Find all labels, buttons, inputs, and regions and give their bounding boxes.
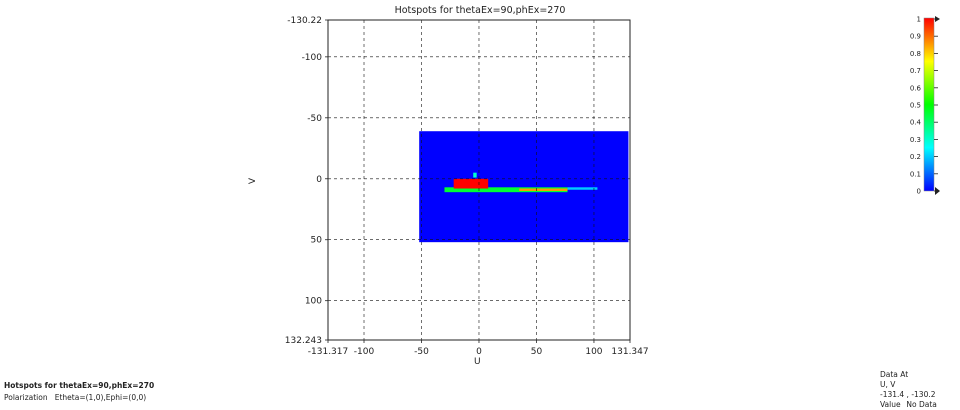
data-at-value-row: Value No Data xyxy=(880,400,960,410)
hotspot-2 xyxy=(453,178,489,189)
polarization-value: Etheta=(1,0),Ephi=(0,0) xyxy=(54,393,147,402)
x-tick-label: -100 xyxy=(354,347,375,357)
data-at-panel: Data At U, V -131.4 , -130.2 Value No Da… xyxy=(880,370,960,410)
hotspot-1 xyxy=(444,187,568,193)
colorbar-tick-label: 0.5 xyxy=(910,102,921,110)
colorbar-min-marker[interactable] xyxy=(935,187,940,195)
colorbar-tick-label: 0.1 xyxy=(910,170,921,178)
x-tick-label: -50 xyxy=(414,347,429,357)
colorbar-tick-label: 0.6 xyxy=(910,84,922,92)
x-tick-label: -131.317 xyxy=(308,347,348,357)
polarization-label: Polarization xyxy=(4,393,48,402)
colorbar-tick-label: 0.3 xyxy=(910,136,921,144)
hotspot-3 xyxy=(473,172,477,178)
uv-value: -131.4 , -130.2 xyxy=(880,390,936,399)
y-tick-label: 100 xyxy=(305,297,322,307)
uv-label: U, V xyxy=(880,380,896,389)
y-tick-label: -130.22 xyxy=(287,16,322,26)
x-tick-label: 0 xyxy=(476,347,482,357)
value-value: No Data xyxy=(906,400,937,409)
colorbar-tick-label: 0.9 xyxy=(910,33,921,41)
data-at-uv-row: U, V -131.4 , -130.2 xyxy=(880,380,960,400)
y-tick-label: 0 xyxy=(316,175,322,185)
y-tick-label: -50 xyxy=(307,114,322,124)
data-at-heading: Data At xyxy=(880,370,909,379)
chart-title: Hotspots for thetaEx=90,phEx=270 xyxy=(394,5,566,16)
colorbar-tick-label: 0.4 xyxy=(910,119,922,127)
polarization-row: Polarization Etheta=(1,0),Ephi=(0,0) xyxy=(4,392,154,404)
colorbar-tick-label: 1 xyxy=(917,16,921,24)
x-tick-label: 100 xyxy=(585,347,602,357)
info-panel: Hotspots for thetaEx=90,phEx=270 Polariz… xyxy=(4,380,154,404)
colorbar-tick-label: 0.7 xyxy=(910,67,921,75)
x-axis-label: U xyxy=(474,357,481,367)
y-tick-label: -100 xyxy=(302,53,323,63)
hotspot-5 xyxy=(567,187,598,190)
value-label: Value xyxy=(880,400,901,409)
colorbar-ramp xyxy=(923,17,935,192)
colorbar-max-marker[interactable] xyxy=(935,16,940,22)
hotspot-4 xyxy=(519,188,568,191)
colorbar-tick-label: 0 xyxy=(917,188,921,196)
x-tick-label: 50 xyxy=(531,347,543,357)
info-title: Hotspots for thetaEx=90,phEx=270 xyxy=(4,381,155,390)
y-tick-label: 50 xyxy=(311,236,323,246)
colorbar-tick-label: 0.8 xyxy=(910,50,921,58)
x-tick-label: 131.347 xyxy=(611,347,648,357)
colorbar-tick-label: 0.2 xyxy=(910,153,921,161)
y-tick-label: 132.243 xyxy=(285,336,322,346)
